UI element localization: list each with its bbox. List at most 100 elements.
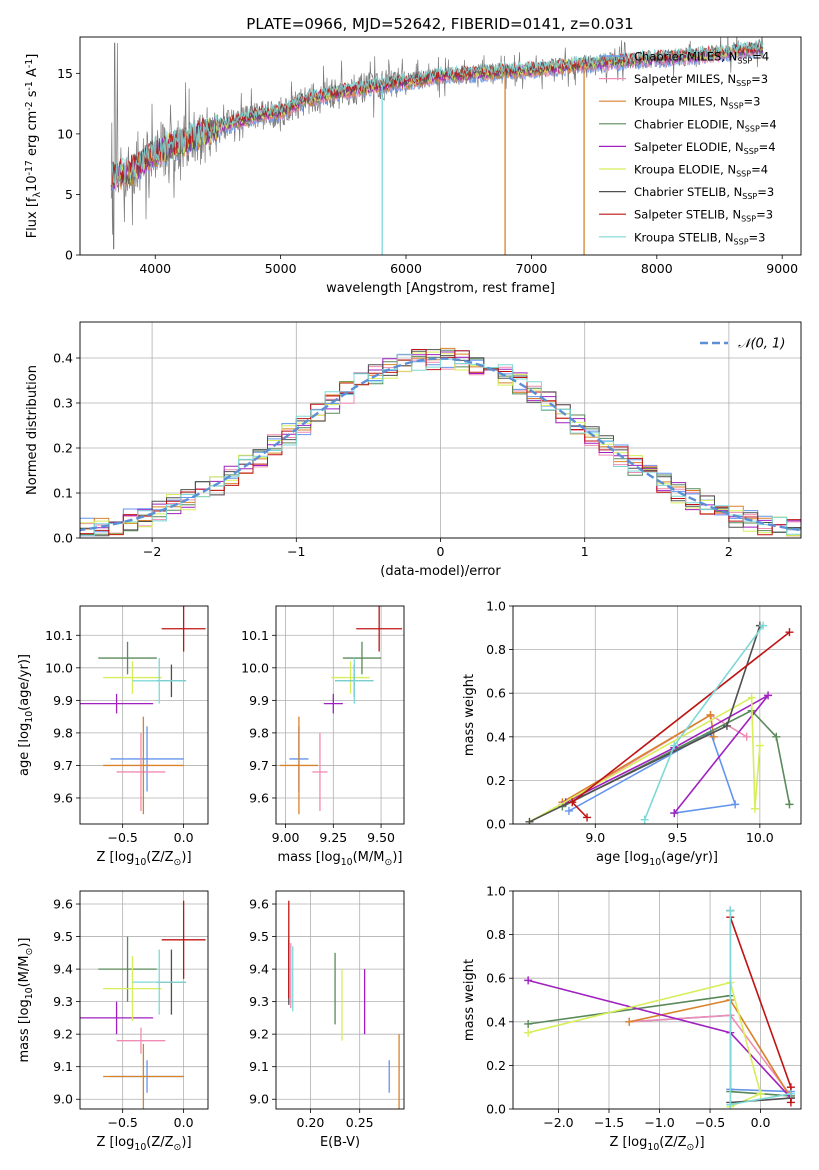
y-tick-label: 9.2 [249,1027,269,1042]
y-tick-label: 9.9 [53,693,73,708]
y-tick-label: 10 [57,126,73,141]
weight-marker [670,809,679,818]
x-axis-label: wavelength [Angstrom, rest frame] [326,281,555,296]
weight-marker [670,741,679,750]
y-tick-label: 0.3 [53,396,73,411]
weight-series [562,709,791,808]
model-spectrum [110,40,764,186]
plot-area-mass-age [279,606,403,815]
legend-label: Salpeter MILES, NSSP=3 [634,72,768,88]
errorbar-point [80,1001,154,1035]
y-tick-label: 15 [57,66,73,81]
axes-frame [79,890,209,1110]
weight-marker [764,691,773,700]
y-axis-label: Normed distribution [25,365,40,495]
y-tick-label: 0.4 [486,729,506,744]
errorbar-point [132,949,187,1015]
weight-marker [524,1019,533,1028]
errorbar-point [116,732,166,811]
normal-reference-curve [80,357,801,532]
x-tick-label: −1.0 [644,1115,674,1130]
legend-spectrum: Chabrier MILES, NSSP=4 Salpeter MILES, NS… [599,50,777,246]
legend-label: Kroupa STELIB, NSSP=3 [634,230,765,246]
x-tick-label: −0.5 [107,830,137,845]
legend-label: Salpeter STELIB, NSSP=3 [634,208,773,224]
weight-marker [625,1017,634,1026]
plot-area-age-weight [525,621,794,824]
y-tick-label: 0.6 [486,971,506,986]
legend-label: Chabrier MILES, NSSP=4 [634,50,769,66]
plot-area-ebv-mass [288,900,400,1109]
x-axis-label: Z [log10(Z/Z⊙)] [609,1135,704,1153]
axes-frame [79,36,802,256]
errorbar-point [103,661,162,694]
weight-marker [772,732,781,741]
chart-z-weight: −2.0 −1.5 −1.0 −0.5 0.0 0.0 0.2 0.4 0.6 0.8 1.0 Z [… [462,884,802,1153]
x-tick-label: 0 [437,544,445,559]
x-tick-label: 0.0 [174,1115,194,1130]
model-spectrum [110,41,764,187]
weight-marker [722,721,731,730]
y-tick-label: 0.8 [486,642,506,657]
y-tick-label: 0.6 [486,686,506,701]
chart-ebv-mass: 0.20 0.25 9.0 9.1 9.2 9.3 9.4 9.5 9.6 E(B-V) [249,890,405,1150]
y-tick-label: 0.4 [486,1014,506,1029]
x-tick-label: 7000 [516,261,548,276]
x-axis-label: Z [log10(Z/Z⊙)] [96,1135,191,1153]
errorbar-point [103,716,184,815]
y-tick-label: 10.0 [241,660,269,675]
axes-frame [512,605,802,825]
x-tick-label: 5000 [265,261,297,276]
y-tick-label: 9.4 [53,962,73,977]
y-tick-label: 9.3 [53,994,73,1009]
y-tick-label: 0.2 [53,441,73,456]
errorbar-point [110,726,184,792]
weight-marker [726,906,735,915]
x-tick-label: 1 [581,544,589,559]
y-tick-label: 9.6 [249,790,269,805]
weight-marker [706,711,715,719]
x-tick-label: 9.00 [272,830,300,845]
weight-series [528,981,762,1108]
x-tick-label: 9.50 [367,830,395,845]
weight-marker [726,1100,735,1109]
errorbar-point [331,661,370,694]
weight-series [568,731,737,814]
axes-frame [275,890,405,1110]
y-axis-label: age [log10(age/yr)] [17,654,35,776]
chart-residuals: −2 −1 0 1 2 0.0 0.1 0.2 0.3 0.4 (data-model)/error… [25,321,802,579]
x-tick-label: −2.0 [543,1115,573,1130]
x-tick-label: 9.25 [319,830,347,845]
x-tick-label: 9.5 [668,830,688,845]
y-tick-label: 9.9 [249,693,269,708]
x-tick-label: 6000 [390,261,422,276]
errorbar-point [132,658,187,704]
x-axis-label: mass [log10(M/M⊙)] [278,850,403,868]
x-tick-label: −1 [287,544,305,559]
chart-age-weight: 9.0 9.5 10.0 0.0 0.2 0.4 0.6 0.8 1.0 age [log10(a… [462,599,802,868]
weight-marker [525,817,534,824]
y-tick-label: 9.1 [53,1059,73,1074]
weight-marker [756,1089,765,1098]
x-tick-label: 4000 [139,261,171,276]
y-tick-label: 0.8 [486,927,506,942]
x-tick-label: 9.0 [585,830,605,845]
errorbar-point [312,732,328,811]
errorbar-point [342,641,382,675]
x-tick-label: −2 [143,544,161,559]
y-axis-label: Flux [fλ10-17 erg cm-2 s-1 A-1] [24,54,43,239]
errorbar-point [356,606,403,652]
x-tick-label: −0.5 [107,1115,137,1130]
y-tick-label: 9.6 [249,897,269,912]
x-axis-label: (data-model)/error [380,564,501,579]
x-tick-label: 0.0 [751,1115,771,1130]
y-tick-label: 9.7 [249,758,269,773]
errorbar-point [335,658,374,704]
weight-marker [524,976,533,985]
x-tick-label: 2 [725,544,733,559]
chart-z-age: −0.5 0.0 9.6 9.7 9.8 9.9 10.0 10.1 Z [log10(Z/Z⊙… [17,605,209,868]
y-tick-label: 10.1 [45,628,73,643]
y-axis-label: mass weight [462,959,477,1041]
figure-title: PLATE=0966, MJD=52642, FIBERID=0141, z=0… [246,15,633,33]
